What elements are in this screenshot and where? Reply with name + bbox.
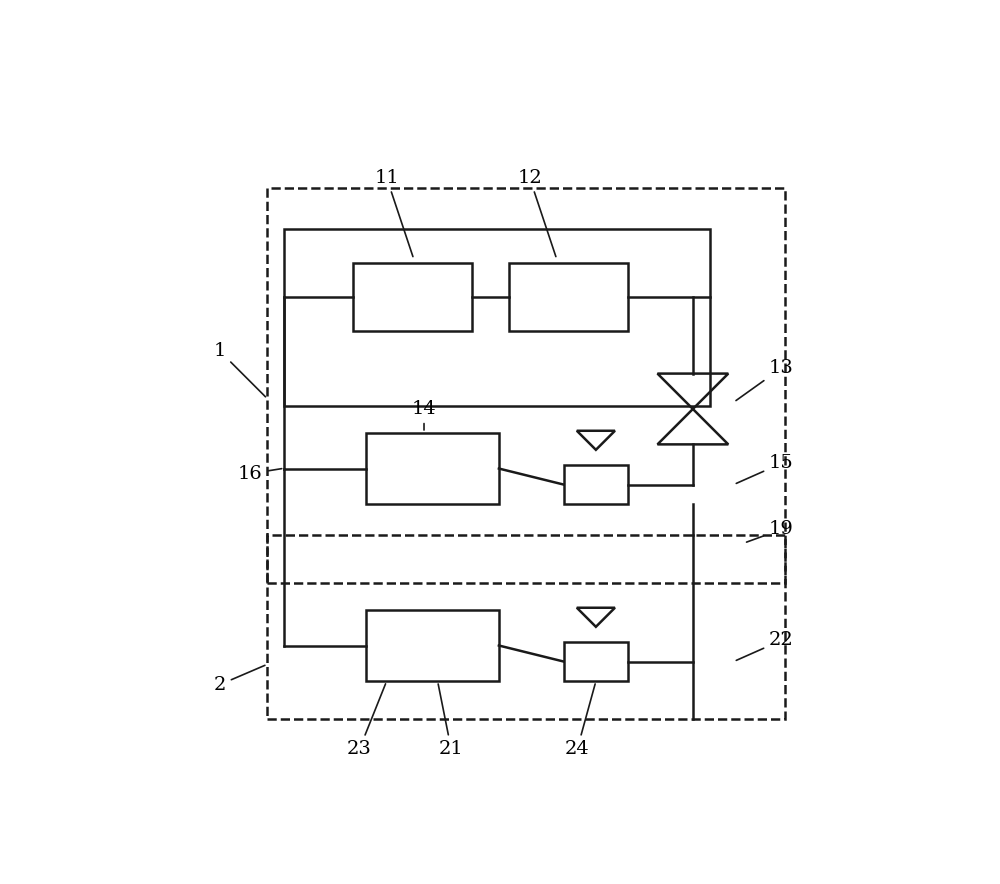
Text: 12: 12 (517, 169, 556, 256)
Bar (509, 263, 628, 331)
Text: 15: 15 (736, 454, 794, 484)
Bar (366, 610, 499, 682)
Text: 23: 23 (347, 684, 386, 758)
Text: 13: 13 (736, 359, 794, 400)
Text: 2: 2 (214, 666, 265, 694)
Text: 1: 1 (214, 342, 265, 397)
Bar (564, 642, 628, 682)
Text: 11: 11 (374, 169, 413, 256)
Text: 22: 22 (736, 631, 794, 660)
Bar (353, 263, 472, 331)
Text: 16: 16 (238, 465, 282, 483)
Bar (366, 433, 499, 504)
Text: 21: 21 (438, 684, 464, 758)
Text: 19: 19 (747, 521, 794, 542)
Bar (564, 465, 628, 504)
Bar (267, 535, 785, 719)
Bar (284, 229, 710, 406)
Text: 14: 14 (412, 400, 436, 430)
Bar (267, 187, 785, 583)
Text: 24: 24 (565, 684, 595, 758)
